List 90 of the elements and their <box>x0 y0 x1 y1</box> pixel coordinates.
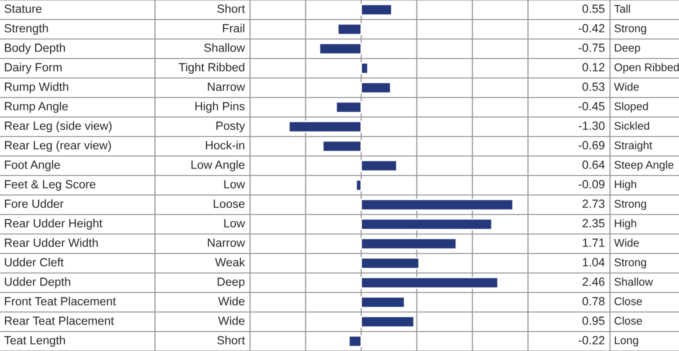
y-tick-label: Rump Width <box>4 82 68 94</box>
bar <box>360 296 406 308</box>
text: High <box>614 180 636 190</box>
text: Wide <box>218 296 244 306</box>
text: Strong <box>614 258 646 268</box>
bar <box>318 42 362 55</box>
text: Frail <box>223 24 244 32</box>
y-tick-label: Foot Angle <box>4 160 60 172</box>
y-tick-label: Stature <box>4 4 42 13</box>
data-label: -0.69 <box>578 141 604 150</box>
data-label: 0.12 <box>582 63 604 72</box>
text: Close <box>614 297 642 306</box>
y-tick-label: Rear Udder Height <box>4 218 102 230</box>
data-label: 1.04 <box>582 258 605 266</box>
y-tick-label: Rear Leg (rear view) <box>4 140 111 152</box>
text: Open Ribbed <box>614 63 679 74</box>
y-tick-label: Udder Depth <box>4 277 70 288</box>
bar <box>360 316 415 328</box>
text: Sloped <box>614 102 648 112</box>
text: Straight <box>614 141 652 152</box>
text: High <box>614 219 636 230</box>
y-tick-label: Udder Cleft <box>4 258 64 266</box>
data-label: 0.95 <box>582 316 605 325</box>
bar <box>360 238 457 250</box>
bar <box>322 140 362 152</box>
text: Narrow <box>208 238 246 247</box>
bar <box>356 179 362 192</box>
text: Long <box>614 336 638 346</box>
text: Wide <box>614 82 639 91</box>
y-tick-label: Body Depth <box>4 43 65 54</box>
y-tick-label: Feet & Leg Score <box>4 180 96 191</box>
bar <box>360 257 420 270</box>
bar <box>288 120 362 133</box>
text: Low Angle <box>191 160 244 172</box>
bar <box>360 276 499 289</box>
bar <box>360 4 392 16</box>
data-label: 0.78 <box>582 297 604 306</box>
data-label: -1.30 <box>578 122 605 130</box>
data-label: -0.22 <box>578 336 604 344</box>
text: Sickled <box>614 122 650 130</box>
data-label: 2.46 <box>582 278 604 286</box>
text: Deep <box>218 278 245 288</box>
text: High Pins <box>195 102 245 113</box>
data-label: -0.09 <box>578 180 604 188</box>
data-label: 2.35 <box>582 219 605 228</box>
data-label: 0.55 <box>582 4 605 13</box>
bar <box>348 335 362 348</box>
text: Low <box>224 180 246 188</box>
text: Deep <box>614 44 640 54</box>
text: Narrow <box>208 82 246 91</box>
text: Short <box>217 4 245 13</box>
text: Strong <box>614 200 646 210</box>
text: Short <box>217 336 245 344</box>
text: Weak <box>215 258 246 266</box>
text: Steep Angle <box>614 160 674 171</box>
text: Close <box>614 316 642 325</box>
data-label: 0.64 <box>582 160 605 169</box>
data-label: 0.53 <box>582 82 604 91</box>
text: Tight Ribbed <box>178 62 244 74</box>
bar <box>337 23 362 36</box>
y-tick-label: Dairy Form <box>4 62 62 74</box>
y-tick-label: Strength <box>4 24 48 35</box>
y-tick-label: Rump Angle <box>4 102 68 113</box>
y-tick-label: Fore Udder <box>4 199 64 208</box>
text: Low <box>224 219 246 228</box>
bar <box>360 160 398 172</box>
data-label: -0.45 <box>578 102 605 110</box>
data-label: 2.73 <box>582 200 604 208</box>
bar <box>360 82 392 94</box>
text: Shallow <box>614 278 653 286</box>
y-tick-label: Rear Udder Width <box>4 238 98 247</box>
data-label: -0.75 <box>578 44 605 52</box>
text: Loose <box>214 200 244 208</box>
data-label: 1.71 <box>582 238 604 247</box>
text: Posty <box>216 122 245 132</box>
text: Strong <box>614 24 646 34</box>
bar <box>360 198 514 211</box>
bar <box>360 218 493 230</box>
text: Shallow <box>204 43 246 52</box>
text: Wide <box>218 316 244 325</box>
y-tick-label: Rear Teat Placement <box>4 316 114 325</box>
bar <box>335 101 362 114</box>
y-tick-label: Rear Leg (side view) <box>4 121 112 132</box>
y-tick-label: Teat Length <box>4 336 65 347</box>
text: Hock-in <box>206 140 244 150</box>
bar <box>360 62 369 74</box>
text: Tall <box>614 4 630 13</box>
data-label: -0.42 <box>578 24 604 32</box>
y-tick-label: Front Teat Placement <box>4 296 116 306</box>
text: Wide <box>614 238 639 247</box>
